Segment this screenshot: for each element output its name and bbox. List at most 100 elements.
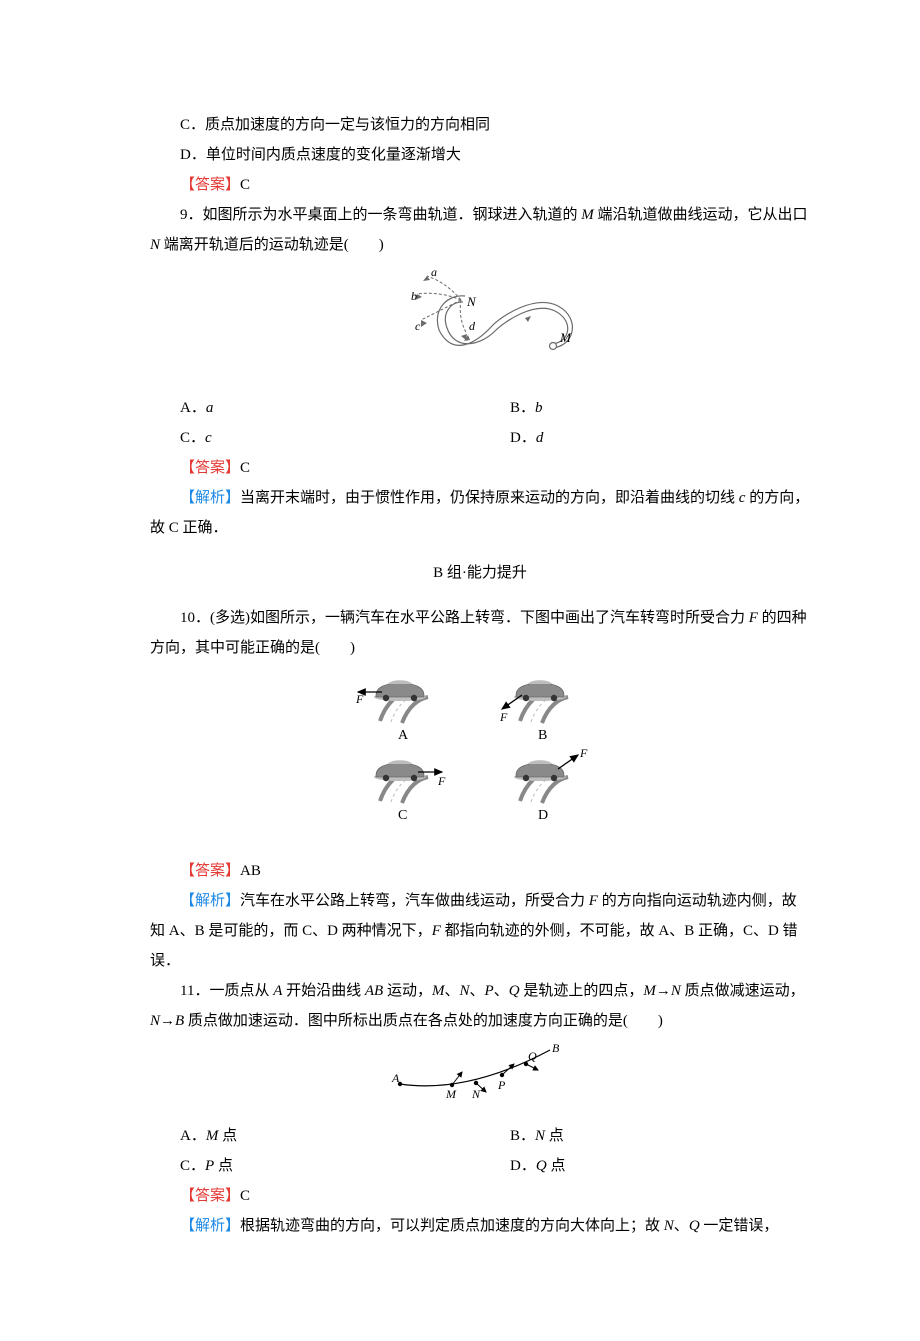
label-d: d — [469, 319, 476, 333]
opt-letter: A． — [180, 1128, 206, 1144]
q9-option-b: B．b — [480, 393, 810, 423]
q11-option-b: B．N 点 — [480, 1121, 810, 1151]
q9-explain: 【解析】当离开末端时，由于惯性作用，仍保持原来运动的方向，即沿着曲线的切线 c … — [150, 483, 810, 543]
var-P: P — [485, 983, 494, 999]
label-b: b — [411, 289, 417, 303]
var-F: F — [589, 893, 598, 909]
text: 当离开末端时，由于惯性作用，仍保持原来运动的方向，即沿着曲线的切线 — [240, 490, 739, 506]
q11-explain: 【解析】根据轨迹弯曲的方向，可以判定质点加速度的方向大体向上；故 N、Q 一定错… — [150, 1211, 810, 1241]
label-Q: Q — [528, 1049, 537, 1063]
q10-stem: 10．(多选)如图所示，一辆汽车在水平公路上转弯．下图中画出了汽车转弯时所受合力… — [150, 603, 810, 663]
label-M: M — [559, 330, 572, 345]
answer-label: 【答案】 — [180, 863, 240, 879]
label-c: c — [415, 319, 421, 333]
text: 9．如图所示为水平桌面上的一条弯曲轨道．钢球进入轨道的 — [180, 207, 581, 223]
var-N: N — [664, 1218, 674, 1234]
q9-answer: C — [240, 460, 250, 476]
q9-option-a: A．a — [150, 393, 480, 423]
explain-label: 【解析】 — [180, 490, 240, 506]
var-F: F — [749, 610, 758, 626]
q10-fig-label-B: B — [538, 728, 547, 743]
text: 一定错误， — [700, 1218, 779, 1234]
var-M: M — [432, 983, 445, 999]
label-A: A — [391, 1071, 400, 1085]
text: 10．(多选)如图所示，一辆汽车在水平公路上转弯．下图中画出了汽车转弯时所受合力 — [180, 610, 749, 626]
label-B: B — [552, 1042, 560, 1055]
label-M: M — [445, 1087, 457, 1101]
answer-label: 【答案】 — [180, 1188, 240, 1204]
text: 运动， — [383, 983, 432, 999]
section-b-heading: B 组·能力提升 — [150, 558, 810, 588]
opt-suffix: 点 — [547, 1158, 566, 1174]
q10-fig-label-C: C — [398, 808, 407, 823]
text: 11．一质点从 — [180, 983, 273, 999]
opt-letter: B． — [510, 400, 535, 416]
explain-label: 【解析】 — [180, 893, 240, 909]
q11-options-row1: A．M 点 B．N 点 — [150, 1121, 810, 1151]
var-MN: M→N — [643, 983, 681, 999]
q10-fig-label-A: A — [398, 728, 409, 743]
q11-options-row2: C．P 点 D．Q 点 — [150, 1151, 810, 1181]
opt-var: M — [206, 1128, 219, 1144]
var-NB: N→B — [150, 1013, 184, 1029]
q8-answer-line: 【答案】C — [150, 170, 810, 200]
var-F: F — [432, 923, 441, 939]
answer-label: 【答案】 — [180, 460, 240, 476]
q11-option-a: A．M 点 — [150, 1121, 480, 1151]
label-F: F — [355, 692, 364, 706]
label-N: N — [471, 1087, 481, 1101]
text: 质点做减速运动， — [681, 983, 805, 999]
q9-track-svg: M N a b c d — [375, 266, 585, 376]
var-Q: Q — [509, 983, 520, 999]
text: 质点做加速运动．图中所标出质点在各点处的加速度方向正确的是( ) — [184, 1013, 663, 1029]
opt-var: N — [535, 1128, 545, 1144]
opt-suffix: 点 — [545, 1128, 564, 1144]
opt-letter: D． — [510, 430, 536, 446]
text: 汽车在水平公路上转弯，汽车做曲线运动，所受合力 — [240, 893, 589, 909]
q11-answer: C — [240, 1188, 250, 1204]
label-F: F — [437, 774, 446, 788]
q10-explain: 【解析】汽车在水平公路上转弯，汽车做曲线运动，所受合力 F 的方向指向运动轨迹内… — [150, 886, 810, 976]
q11-option-d: D．Q 点 — [480, 1151, 810, 1181]
opt-var: c — [205, 430, 212, 446]
opt-letter: D． — [510, 1158, 536, 1174]
opt-var: d — [536, 430, 544, 446]
var-N: N — [150, 237, 160, 253]
q11-figure: A M N P Q B — [150, 1042, 810, 1115]
var-AB: AB — [365, 983, 383, 999]
q10-cars-svg: F A F B F C — [330, 669, 630, 839]
q10-fig-label-D: D — [538, 808, 548, 823]
opt-letter: B． — [510, 1128, 535, 1144]
opt-var: P — [205, 1158, 214, 1174]
q8-option-d: D．单位时间内质点速度的变化量逐渐增大 — [150, 140, 810, 170]
q8-option-c: C．质点加速度的方向一定与该恒力的方向相同 — [150, 110, 810, 140]
opt-var: a — [206, 400, 214, 416]
sep: 、 — [470, 983, 485, 999]
sep: 、 — [444, 983, 459, 999]
label-a: a — [431, 266, 437, 279]
answer-label: 【答案】 — [180, 177, 240, 193]
q10-answer: AB — [240, 863, 261, 879]
q9-stem: 9．如图所示为水平桌面上的一条弯曲轨道．钢球进入轨道的 M 端沿轨道做曲线运动，… — [150, 200, 810, 260]
q9-options-row1: A．a B．b — [150, 393, 810, 423]
q9-option-c: C．c — [150, 423, 480, 453]
label-F: F — [579, 746, 588, 760]
text: 是轨迹上的四点， — [520, 983, 644, 999]
text: 端沿轨道做曲线运动，它从出口 — [594, 207, 808, 223]
q10-figure: F A F B F C — [150, 669, 810, 850]
q9-options-row2: C．c D．d — [150, 423, 810, 453]
page: C．质点加速度的方向一定与该恒力的方向相同 D．单位时间内质点速度的变化量逐渐增… — [0, 0, 920, 1341]
opt-letter: C． — [180, 1158, 205, 1174]
var-M: M — [581, 207, 594, 223]
opt-letter: C． — [180, 430, 205, 446]
text: 开始沿曲线 — [282, 983, 365, 999]
text: 端离开轨道后的运动轨迹是( ) — [160, 237, 384, 253]
q9-figure: M N a b c d — [150, 266, 810, 387]
label-P: P — [497, 1078, 506, 1092]
q10-answer-line: 【答案】AB — [150, 856, 810, 886]
var-N: N — [460, 983, 470, 999]
sep: 、 — [494, 983, 509, 999]
q8-answer: C — [240, 177, 250, 193]
q11-option-c: C．P 点 — [150, 1151, 480, 1181]
text: 根据轨迹弯曲的方向，可以判定质点加速度的方向大体向上；故 — [240, 1218, 664, 1234]
